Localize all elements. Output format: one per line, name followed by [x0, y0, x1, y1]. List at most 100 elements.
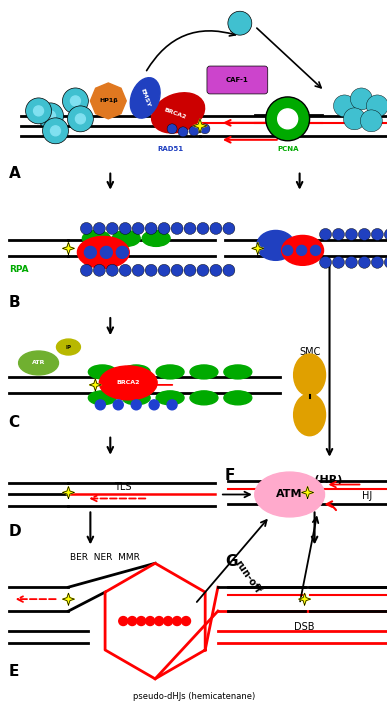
Ellipse shape — [82, 230, 110, 247]
Text: EMSY: EMSY — [139, 88, 151, 108]
Circle shape — [50, 125, 61, 136]
Polygon shape — [62, 242, 74, 255]
Circle shape — [200, 124, 210, 134]
Circle shape — [80, 264, 92, 277]
Text: pseudo-dHJs (hemicatenane): pseudo-dHJs (hemicatenane) — [133, 692, 255, 701]
Circle shape — [223, 264, 235, 277]
Circle shape — [171, 223, 183, 235]
Ellipse shape — [151, 93, 204, 133]
Circle shape — [26, 98, 52, 124]
Circle shape — [155, 617, 164, 625]
Circle shape — [106, 264, 118, 277]
Circle shape — [371, 228, 383, 240]
Circle shape — [197, 264, 209, 277]
Ellipse shape — [78, 236, 129, 268]
Circle shape — [310, 245, 320, 255]
Circle shape — [366, 95, 388, 117]
Circle shape — [283, 245, 293, 255]
Circle shape — [371, 257, 383, 268]
Circle shape — [228, 11, 252, 35]
FancyBboxPatch shape — [207, 66, 268, 94]
Polygon shape — [299, 593, 310, 605]
Circle shape — [210, 223, 222, 235]
Circle shape — [146, 617, 155, 625]
Polygon shape — [193, 119, 207, 133]
Ellipse shape — [282, 235, 324, 265]
Text: B: B — [9, 295, 20, 310]
Circle shape — [119, 617, 128, 625]
Circle shape — [145, 264, 157, 277]
Ellipse shape — [122, 365, 150, 379]
Circle shape — [158, 223, 170, 235]
Text: F: F — [225, 468, 235, 483]
Text: DSB: DSB — [294, 622, 315, 632]
Circle shape — [34, 106, 43, 116]
Text: RFR (HR): RFR (HR) — [286, 474, 343, 484]
Circle shape — [80, 223, 92, 235]
Ellipse shape — [224, 391, 252, 405]
Circle shape — [100, 247, 112, 258]
Ellipse shape — [190, 365, 218, 379]
Circle shape — [297, 245, 307, 255]
Circle shape — [94, 264, 105, 277]
Text: BER  NER  MMR: BER NER MMR — [70, 553, 140, 562]
Text: RAD51: RAD51 — [157, 146, 183, 152]
Circle shape — [359, 228, 371, 240]
Circle shape — [95, 400, 105, 410]
Ellipse shape — [257, 230, 294, 260]
Text: ATR: ATR — [32, 360, 45, 365]
Circle shape — [128, 617, 137, 625]
Circle shape — [167, 400, 177, 410]
Text: CAF-1: CAF-1 — [225, 77, 248, 83]
Circle shape — [333, 228, 345, 240]
Polygon shape — [301, 486, 314, 498]
Text: HJ: HJ — [362, 491, 372, 501]
Polygon shape — [252, 242, 264, 255]
Circle shape — [94, 223, 105, 235]
Ellipse shape — [99, 366, 157, 400]
Circle shape — [85, 247, 96, 258]
Circle shape — [62, 88, 88, 114]
Circle shape — [320, 228, 331, 240]
Circle shape — [132, 223, 144, 235]
Circle shape — [171, 264, 183, 277]
Circle shape — [223, 223, 235, 235]
Text: BRCA2: BRCA2 — [116, 381, 140, 386]
Ellipse shape — [190, 391, 218, 405]
Circle shape — [334, 95, 355, 117]
Circle shape — [178, 127, 188, 137]
Text: C: C — [9, 415, 20, 430]
Circle shape — [343, 108, 365, 130]
Circle shape — [189, 125, 199, 136]
Ellipse shape — [156, 391, 184, 405]
Ellipse shape — [224, 365, 252, 379]
Circle shape — [197, 223, 209, 235]
Circle shape — [345, 257, 357, 268]
Circle shape — [184, 223, 196, 235]
Text: A: A — [9, 166, 21, 181]
Ellipse shape — [255, 472, 324, 517]
Circle shape — [158, 264, 170, 277]
Circle shape — [385, 257, 388, 268]
Circle shape — [132, 264, 144, 277]
Circle shape — [184, 264, 196, 277]
Circle shape — [43, 118, 68, 144]
Circle shape — [210, 264, 222, 277]
Circle shape — [182, 617, 191, 625]
Circle shape — [119, 264, 131, 277]
Text: IP: IP — [66, 345, 71, 350]
Circle shape — [68, 106, 94, 132]
Circle shape — [385, 228, 388, 240]
Circle shape — [106, 223, 118, 235]
Ellipse shape — [57, 339, 80, 355]
Circle shape — [167, 124, 177, 134]
Circle shape — [345, 228, 357, 240]
Ellipse shape — [19, 351, 59, 375]
Text: D: D — [9, 525, 21, 540]
Polygon shape — [62, 593, 74, 605]
Ellipse shape — [88, 391, 116, 405]
Ellipse shape — [88, 365, 116, 379]
Ellipse shape — [294, 394, 326, 436]
Text: RPA: RPA — [9, 265, 28, 274]
Circle shape — [320, 257, 331, 268]
